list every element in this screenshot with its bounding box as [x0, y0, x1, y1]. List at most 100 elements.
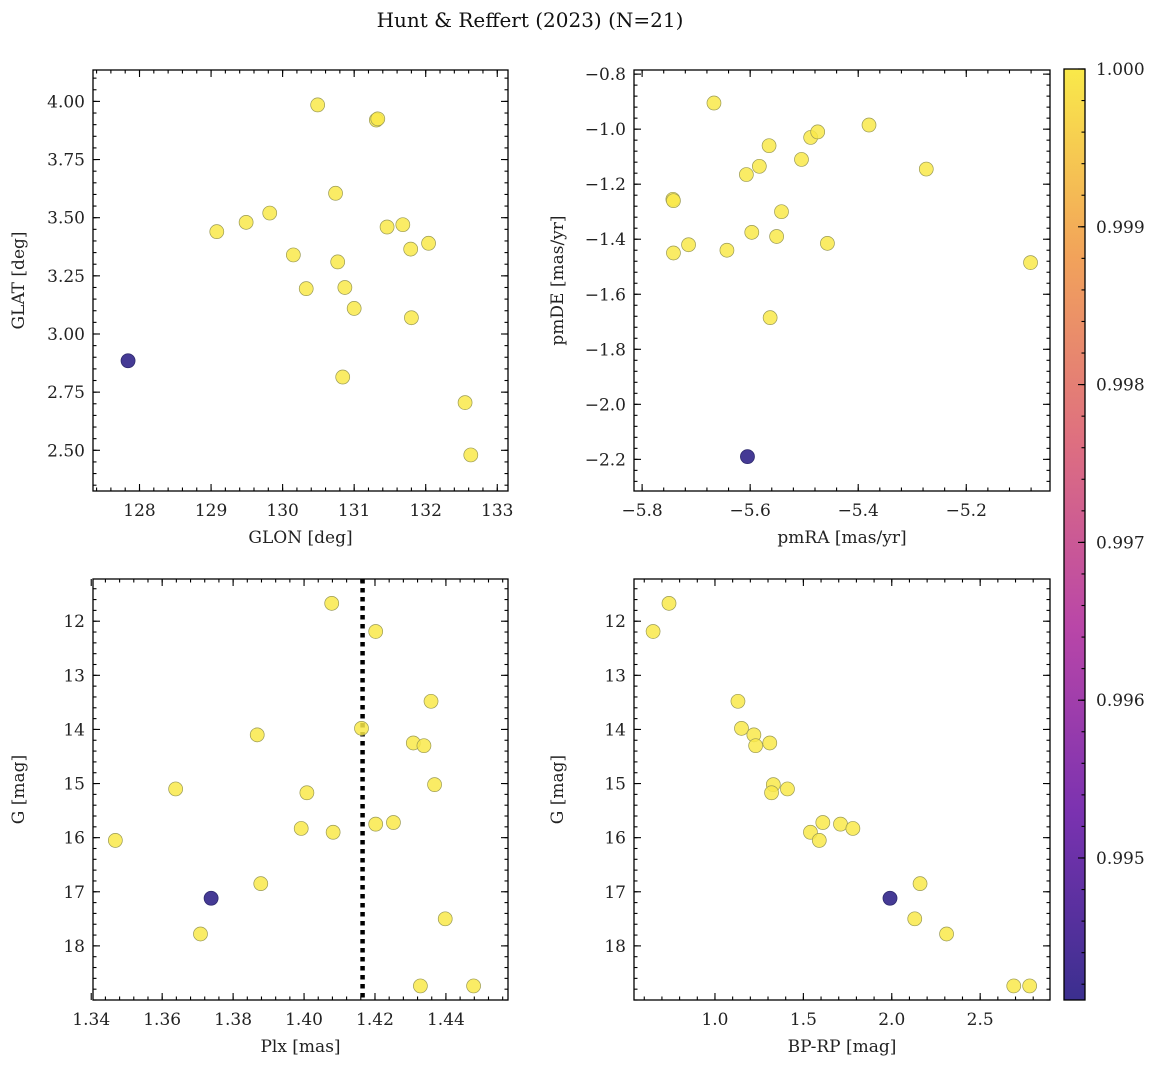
data-point — [740, 449, 755, 465]
y-tick-label: 2.75 — [47, 383, 85, 403]
y-tick-label: 13 — [63, 666, 85, 686]
data-point — [845, 821, 861, 836]
data-point — [421, 235, 436, 251]
plot-frame — [633, 578, 1051, 1001]
data-point — [666, 245, 681, 261]
data-point — [346, 301, 362, 316]
panel-galactic-coords: 128 129 130 131 132 133 2.50 2.75 3.00 3.25 3.50 3.… — [9, 69, 513, 548]
data-point — [298, 281, 314, 296]
data-point — [666, 193, 681, 209]
data-point — [820, 236, 835, 251]
data-point — [645, 624, 661, 639]
data-point — [193, 926, 208, 942]
y-tick-label: 18 — [604, 937, 626, 957]
y-tick-label: −1.0 — [585, 120, 626, 140]
data-point — [404, 310, 419, 326]
x-tick-label: 128 — [123, 501, 155, 521]
data-point — [1023, 255, 1038, 270]
y-tick-label: 13 — [604, 666, 626, 686]
data-point — [811, 833, 827, 848]
data-point — [335, 369, 351, 385]
data-point — [939, 926, 954, 942]
data-point — [168, 781, 183, 797]
x-axis-label: GLON [deg] — [248, 528, 352, 548]
x-axis-label: BP-RP [mag] — [788, 1037, 897, 1057]
data-point — [310, 97, 326, 113]
y-tick-label: −1.6 — [585, 285, 626, 305]
data-point — [734, 721, 749, 736]
data-point — [285, 247, 301, 263]
colorbar-tick-label: 0.999 — [1096, 218, 1145, 238]
data-point — [762, 735, 778, 751]
data-point — [762, 310, 778, 325]
y-tick-label: −1.4 — [585, 230, 626, 250]
data-point — [463, 447, 479, 463]
y-tick-label: 14 — [604, 720, 626, 740]
x-tick-label: 1.42 — [356, 1010, 394, 1030]
data-point — [437, 911, 453, 927]
data-point — [764, 785, 779, 801]
data-point — [330, 254, 346, 270]
data-point — [861, 117, 877, 133]
y-tick-label: 12 — [63, 612, 85, 632]
y-tick-label: 2.50 — [47, 441, 85, 461]
data-point — [810, 124, 826, 140]
data-point — [107, 833, 123, 848]
data-point — [907, 911, 923, 927]
data-point — [706, 95, 722, 111]
x-tick-label: 1.36 — [143, 1010, 181, 1030]
data-point — [386, 815, 401, 830]
data-point — [1022, 978, 1038, 994]
colorbar-tick-label: 0.998 — [1096, 376, 1145, 396]
y-tick-label: −2.2 — [585, 450, 626, 470]
data-point — [751, 158, 767, 174]
x-tick-label: 132 — [409, 501, 441, 521]
y-tick-label: 16 — [604, 829, 626, 849]
x-tick-label: 129 — [195, 501, 227, 521]
x-tick-label: −5.4 — [838, 501, 879, 521]
data-point — [324, 596, 340, 611]
data-point — [815, 815, 831, 830]
x-axis-label: Plx [mas] — [260, 1037, 340, 1057]
y-axis-label: GLAT [deg] — [9, 231, 29, 329]
y-tick-label: 3.50 — [47, 209, 85, 229]
data-point — [262, 205, 278, 221]
plot-frame — [92, 69, 509, 492]
y-axis-label: pmDE [mas/yr] — [548, 215, 568, 345]
x-tick-label: 2.5 — [967, 1010, 994, 1030]
x-tick-label: 1.0 — [701, 1010, 728, 1030]
data-point — [325, 824, 341, 840]
x-tick-label: −5.8 — [621, 501, 662, 521]
colorbar-gradient — [1064, 69, 1085, 1000]
data-point — [368, 624, 384, 639]
data-point — [379, 219, 395, 235]
data-point — [661, 596, 677, 611]
x-tick-label: 2.0 — [878, 1010, 905, 1030]
x-tick-label: 133 — [481, 501, 513, 521]
x-tick-label: −5.2 — [946, 501, 987, 521]
y-tick-label: 15 — [604, 775, 626, 795]
data-point — [209, 224, 225, 240]
data-point — [730, 693, 746, 709]
y-tick-label: 17 — [63, 883, 85, 903]
data-point — [238, 215, 254, 230]
x-tick-label: 1.5 — [790, 1010, 817, 1030]
x-tick-label: 1.40 — [285, 1010, 323, 1030]
colorbar-tick-label: 0.996 — [1096, 691, 1145, 711]
data-point — [912, 876, 928, 892]
y-tick-label: −2.0 — [585, 395, 626, 415]
data-point — [416, 738, 432, 754]
data-point — [769, 229, 784, 244]
y-tick-label: 16 — [63, 829, 85, 849]
data-point — [719, 242, 735, 258]
colorbar-tick-label: 0.997 — [1096, 533, 1145, 553]
data-point — [293, 821, 309, 836]
x-axis-label: pmRA [mas/yr] — [777, 528, 906, 548]
data-point — [354, 721, 369, 736]
data-point — [337, 280, 353, 295]
data-point — [794, 152, 809, 167]
data-point — [423, 693, 439, 709]
y-tick-label: 18 — [63, 937, 85, 957]
x-tick-label: −5.6 — [730, 501, 771, 521]
colorbar-tick-label: 0.995 — [1096, 849, 1145, 869]
